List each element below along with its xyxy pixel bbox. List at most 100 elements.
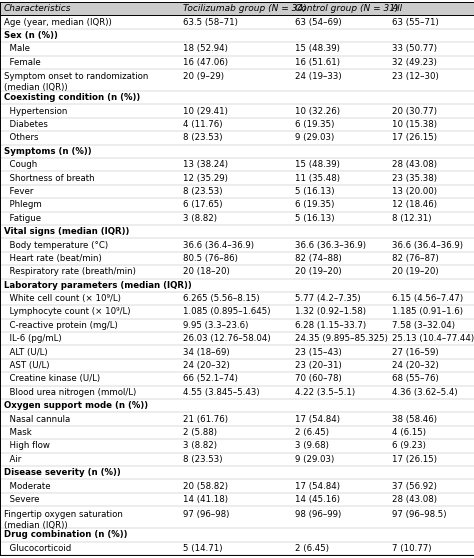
Bar [0,359,474,372]
Text: 3 (8.82): 3 (8.82) [183,441,217,450]
Text: Female: Female [4,58,41,67]
Text: 1.085 (0.895–1.645): 1.085 (0.895–1.645) [183,307,271,316]
Bar [0,305,474,319]
Text: 20 (9–29): 20 (9–29) [183,73,224,81]
Bar [0,345,474,359]
Bar [0,265,474,278]
Text: 16 (51.61): 16 (51.61) [294,58,339,67]
Text: Disease severity (n (%)): Disease severity (n (%)) [4,468,121,477]
Bar [0,399,474,412]
Bar [0,42,474,56]
Text: Laboratory parameters (median (IQR)): Laboratory parameters (median (IQR)) [4,281,191,290]
Text: 23 (15–43): 23 (15–43) [294,348,341,357]
Bar [0,171,474,185]
Text: 6.28 (1.15–33.7): 6.28 (1.15–33.7) [294,321,365,330]
Text: Others: Others [4,133,38,142]
Text: Cough: Cough [4,160,37,169]
Text: Fever: Fever [4,187,33,196]
Text: 3 (9.68): 3 (9.68) [294,441,328,450]
Text: 20 (18–20): 20 (18–20) [183,267,230,276]
Text: 4 (6.15): 4 (6.15) [392,428,426,437]
Text: Control group (N = 31): Control group (N = 31) [294,4,398,13]
Text: 10 (29.41): 10 (29.41) [183,107,228,116]
Text: 33 (50.77): 33 (50.77) [392,45,437,54]
Bar [0,439,474,453]
Text: 3 (8.82): 3 (8.82) [183,214,217,223]
Text: Symptom onset to randomization
(median (IQR)): Symptom onset to randomization (median (… [4,73,148,93]
Text: Glucocorticoid: Glucocorticoid [4,544,71,553]
Text: 25.13 (10.4–77.44): 25.13 (10.4–77.44) [392,334,474,343]
Text: 82 (74–88): 82 (74–88) [294,254,341,263]
Text: 2 (5.88): 2 (5.88) [183,428,217,437]
Text: 17 (54.84): 17 (54.84) [294,482,339,490]
Text: 36.6 (36.4–36.9): 36.6 (36.4–36.9) [392,240,463,249]
Bar [0,542,474,555]
Bar [0,131,474,145]
Bar [0,69,474,91]
Text: Drug combination (n (%)): Drug combination (n (%)) [4,531,128,540]
Bar [0,225,474,238]
Text: 1.32 (0.92–1.58): 1.32 (0.92–1.58) [294,307,365,316]
Bar [0,29,474,42]
Bar [0,319,474,332]
Text: 14 (41.18): 14 (41.18) [183,495,228,504]
Text: 5 (16.13): 5 (16.13) [294,214,334,223]
Text: 32 (49.23): 32 (49.23) [392,58,437,67]
Text: 7.58 (3–32.04): 7.58 (3–32.04) [392,321,455,330]
Text: Respiratory rate (breath/min): Respiratory rate (breath/min) [4,267,136,276]
Text: 70 (60–78): 70 (60–78) [294,374,341,383]
Text: Hypertension: Hypertension [4,107,67,116]
Text: 6 (19.35): 6 (19.35) [294,120,334,129]
Bar [0,506,474,528]
Bar [0,91,474,104]
Text: 4.36 (3.62–5.4): 4.36 (3.62–5.4) [392,388,457,397]
Text: 23 (12–30): 23 (12–30) [392,73,438,81]
Bar [0,278,474,292]
Text: 9 (29.03): 9 (29.03) [294,455,334,464]
Text: Heart rate (beat/min): Heart rate (beat/min) [4,254,102,263]
Text: 15 (48.39): 15 (48.39) [294,45,339,54]
Text: 66 (52.1–74): 66 (52.1–74) [183,374,238,383]
Text: Phlegm: Phlegm [4,200,42,209]
Text: High flow: High flow [4,441,50,450]
Text: 24 (20–32): 24 (20–32) [183,361,230,370]
Bar [0,252,474,265]
Text: 20 (58.82): 20 (58.82) [183,482,228,490]
Bar [0,479,474,493]
Text: 13 (38.24): 13 (38.24) [183,160,228,169]
Text: Moderate: Moderate [4,482,51,490]
Bar [0,16,474,29]
Text: 5 (16.13): 5 (16.13) [294,187,334,196]
Bar [0,145,474,158]
Text: Vital signs (median (IQR)): Vital signs (median (IQR)) [4,227,129,236]
Text: 17 (54.84): 17 (54.84) [294,415,339,424]
Text: 6 (19.35): 6 (19.35) [294,200,334,209]
Text: 17 (26.15): 17 (26.15) [392,133,437,142]
Bar [0,372,474,386]
Text: C-reactive protein (mg/L): C-reactive protein (mg/L) [4,321,118,330]
Text: 24.35 (9.895–85.325): 24.35 (9.895–85.325) [294,334,387,343]
Bar [0,493,474,506]
Bar [0,118,474,131]
Text: 2 (6.45): 2 (6.45) [294,544,328,553]
Text: 6 (9.23): 6 (9.23) [392,441,426,450]
Text: 28 (43.08): 28 (43.08) [392,160,437,169]
Text: 12 (18.46): 12 (18.46) [392,200,437,209]
Text: 20 (19–20): 20 (19–20) [392,267,438,276]
Bar [0,158,474,171]
Text: AST (U/L): AST (U/L) [4,361,49,370]
Text: 21 (61.76): 21 (61.76) [183,415,228,424]
Text: Nasal cannula: Nasal cannula [4,415,70,424]
Text: Fatigue: Fatigue [4,214,41,223]
Text: Characteristics: Characteristics [4,4,72,13]
Text: 11 (35.48): 11 (35.48) [294,174,339,182]
Text: 97 (96–98.5): 97 (96–98.5) [392,509,446,518]
Bar [0,104,474,118]
Text: 23 (20–31): 23 (20–31) [294,361,341,370]
Text: 37 (56.92): 37 (56.92) [392,482,437,490]
Bar [0,292,474,305]
Bar [0,386,474,399]
Text: Blood urea nitrogen (mmol/L): Blood urea nitrogen (mmol/L) [4,388,136,397]
Bar [0,56,474,69]
Text: 8 (23.53): 8 (23.53) [183,133,223,142]
